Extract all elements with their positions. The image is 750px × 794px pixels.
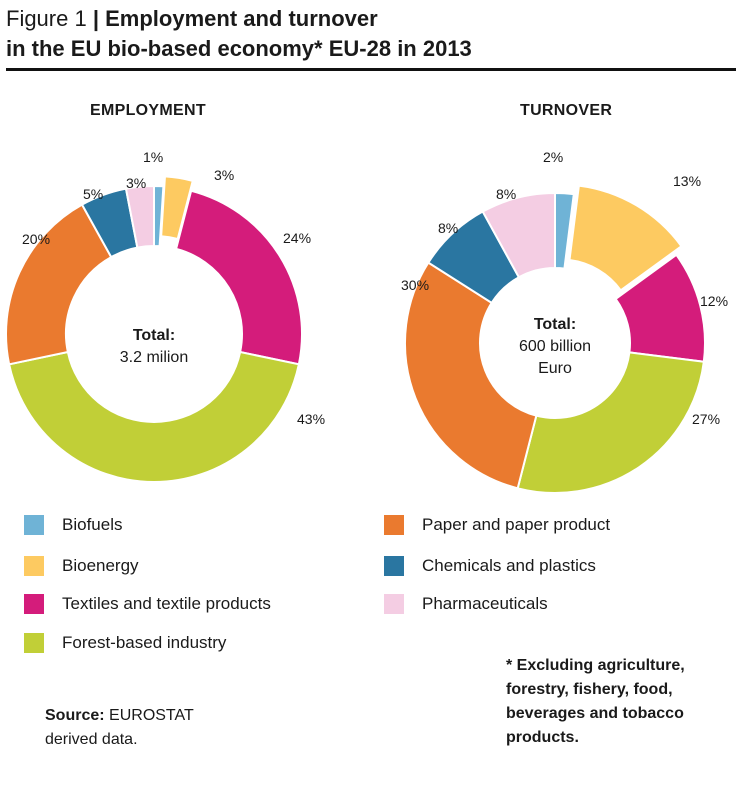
employment-slice-textiles-and-textile-products	[174, 189, 303, 366]
employment-slice-pharmaceuticals	[124, 184, 155, 249]
turnover-label-bioenergy: 13%	[673, 173, 701, 189]
turnover-slice-forest-based-industry	[516, 351, 705, 494]
legend-label-biofuels: Biofuels	[62, 515, 123, 534]
employment-label-chemicals-and-plastics: 5%	[83, 186, 103, 202]
legend-label-paper: Paper and paper product	[422, 515, 611, 534]
legend-item-textiles: Textiles and textile products	[24, 594, 271, 614]
turnover-label-paper-and-paper-product: 30%	[401, 277, 429, 293]
turnover-label-textiles-and-textile-products: 12%	[700, 293, 728, 309]
employment-label-paper-and-paper-product: 20%	[22, 231, 50, 247]
employment-label-pharmaceuticals: 3%	[126, 175, 146, 191]
donut-charts: 1% 3% 24% 43% 20% 5% 3% Total: 3.2 milion 2% 13% 12…	[5, 149, 728, 494]
turnover-center-value: 600 billion	[519, 338, 591, 355]
legend-swatch-bioenergy	[24, 556, 44, 576]
legend-label-textiles: Textiles and textile products	[62, 594, 271, 613]
footnote-line-3: beverages and tobacco	[506, 705, 684, 722]
legend-swatch-chemicals	[384, 556, 404, 576]
turnover-label-forest-based-industry: 27%	[692, 411, 720, 427]
footnote-line-1: * Excluding agriculture,	[506, 657, 685, 674]
turnover-label-biofuels: 2%	[543, 149, 563, 165]
turnover-label-chemicals-and-plastics: 8%	[438, 220, 458, 236]
legend-item-pharma: Pharmaceuticals	[384, 594, 548, 614]
employment-label-textiles-and-textile-products: 24%	[283, 230, 311, 246]
legend-swatch-pharma	[384, 594, 404, 614]
legend-item-paper: Paper and paper product	[384, 515, 610, 535]
legend-swatch-paper	[384, 515, 404, 535]
source-text: EUROSTAT	[109, 707, 194, 724]
employment-label-biofuels: 1%	[143, 149, 163, 165]
employment-slice-forest-based-industry	[7, 350, 301, 483]
footnote-line-2: forestry, fishery, food,	[506, 681, 673, 698]
legend-label-pharma: Pharmaceuticals	[422, 594, 548, 613]
legend-item-biofuels: Biofuels	[24, 515, 122, 535]
legend-label-bioenergy: Bioenergy	[62, 556, 139, 575]
turnover-slice-bioenergy	[568, 184, 683, 292]
employment-label-forest-based-industry: 43%	[297, 411, 325, 427]
source-text-2: derived data.	[45, 731, 138, 748]
source-label: Source:	[45, 707, 105, 724]
legend-swatch-textiles	[24, 594, 44, 614]
footnote: * Excluding agriculture, forestry, fishe…	[506, 654, 685, 750]
title-separator: |	[92, 6, 99, 31]
legend-label-chemicals: Chemicals and plastics	[422, 556, 596, 575]
figure-title-part1: Employment and turnover	[105, 6, 378, 31]
turnover-slice-pharmaceuticals	[481, 191, 556, 279]
figure-header: Figure 1 | Employment and turnover in th…	[6, 4, 736, 64]
turnover-center-value2: Euro	[538, 360, 572, 377]
turnover-label-pharmaceuticals: 8%	[496, 186, 516, 202]
legend-label-forest: Forest-based industry	[62, 633, 227, 652]
employment-chart-title: EMPLOYMENT	[90, 102, 206, 119]
employment-center-value: 3.2 milion	[120, 349, 188, 366]
legend-item-bioenergy: Bioenergy	[24, 556, 139, 576]
title-line-1: Figure 1 | Employment and turnover	[6, 4, 736, 34]
title-rule	[6, 68, 736, 71]
legend-swatch-biofuels	[24, 515, 44, 535]
legend-swatch-forest	[24, 633, 44, 653]
figure-label: Figure 1	[6, 6, 87, 31]
legend-item-chemicals: Chemicals and plastics	[384, 556, 596, 576]
figure-title-part2: in the EU bio-based economy* EU-28 in 20…	[6, 36, 472, 61]
footnote-line-4: products.	[506, 729, 579, 746]
legend-item-forest: Forest-based industry	[24, 633, 226, 653]
employment-label-bioenergy: 3%	[214, 167, 234, 183]
employment-center-label: Total:	[133, 327, 175, 344]
turnover-center-label: Total:	[534, 316, 576, 333]
turnover-slice-paper-and-paper-product	[404, 261, 538, 490]
source-note: Source: EUROSTAT derived data.	[45, 704, 194, 752]
turnover-chart-title: TURNOVER	[520, 102, 613, 119]
